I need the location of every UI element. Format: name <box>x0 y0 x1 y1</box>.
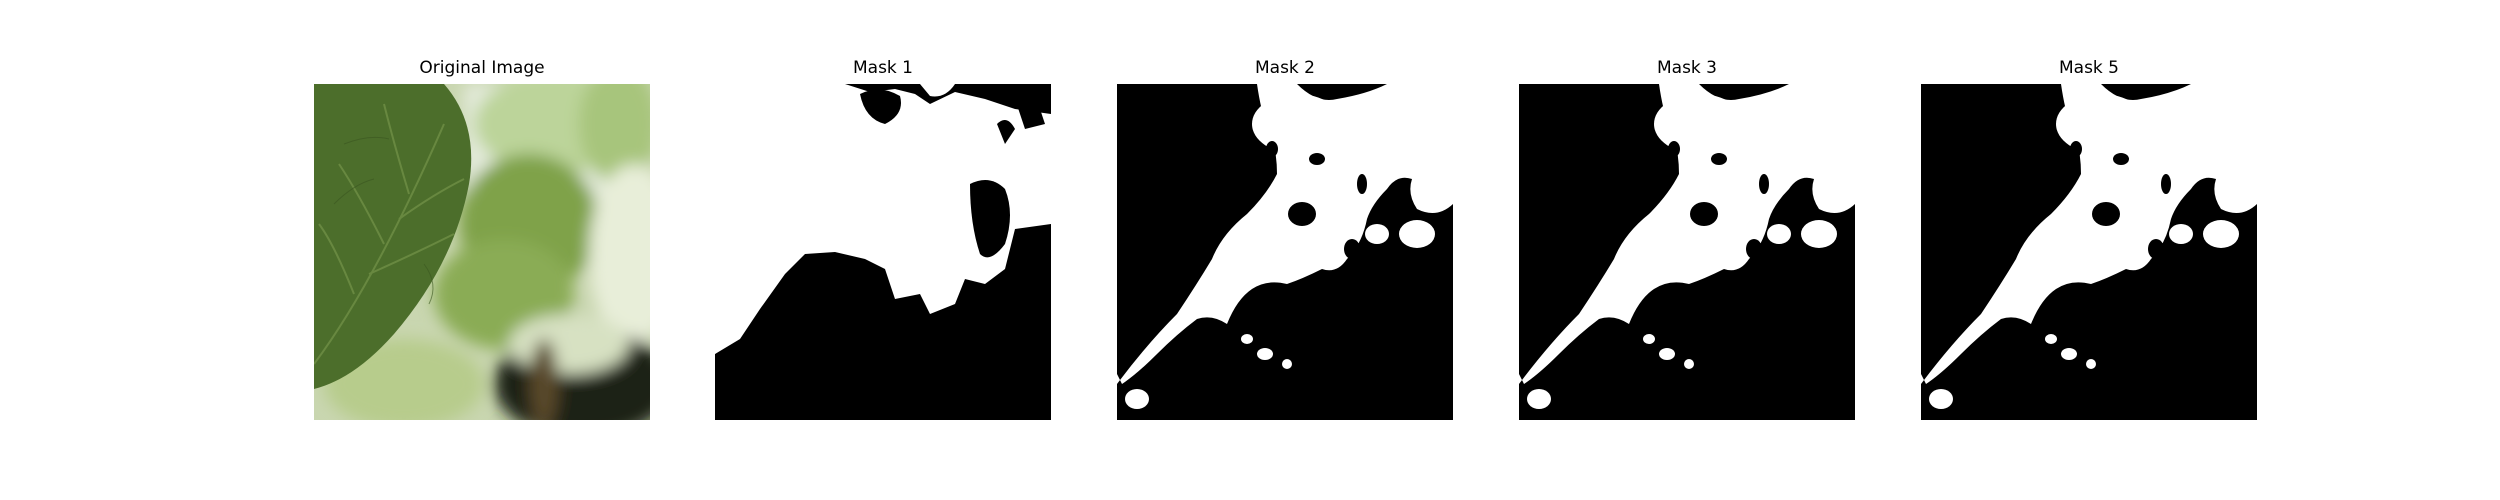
panel-original-image: Original Image <box>314 0 650 500</box>
panel-title: Mask 1 <box>852 58 913 78</box>
panel-mask-3: Mask 3 <box>1519 0 1855 500</box>
panel-mask-5: Mask 5 <box>1921 0 2257 500</box>
original-plant-photo <box>314 84 650 420</box>
stray-pixel <box>1118 84 1120 86</box>
panel-title: Original Image <box>419 58 545 78</box>
panel-title: Mask 5 <box>2058 58 2119 78</box>
stray-pixel <box>1520 84 1522 86</box>
panel-mask-1: Mask 1 <box>715 0 1051 500</box>
mask-5-image <box>1921 84 2257 420</box>
stray-pixel <box>1922 84 1924 86</box>
panel-title: Mask 3 <box>1656 58 1717 78</box>
mask-3-image <box>1519 84 1855 420</box>
panel-mask-2: Mask 2 <box>1117 0 1453 500</box>
mask-1-image <box>715 84 1051 420</box>
panel-title: Mask 2 <box>1254 58 1315 78</box>
mask-2-image <box>1117 84 1453 420</box>
